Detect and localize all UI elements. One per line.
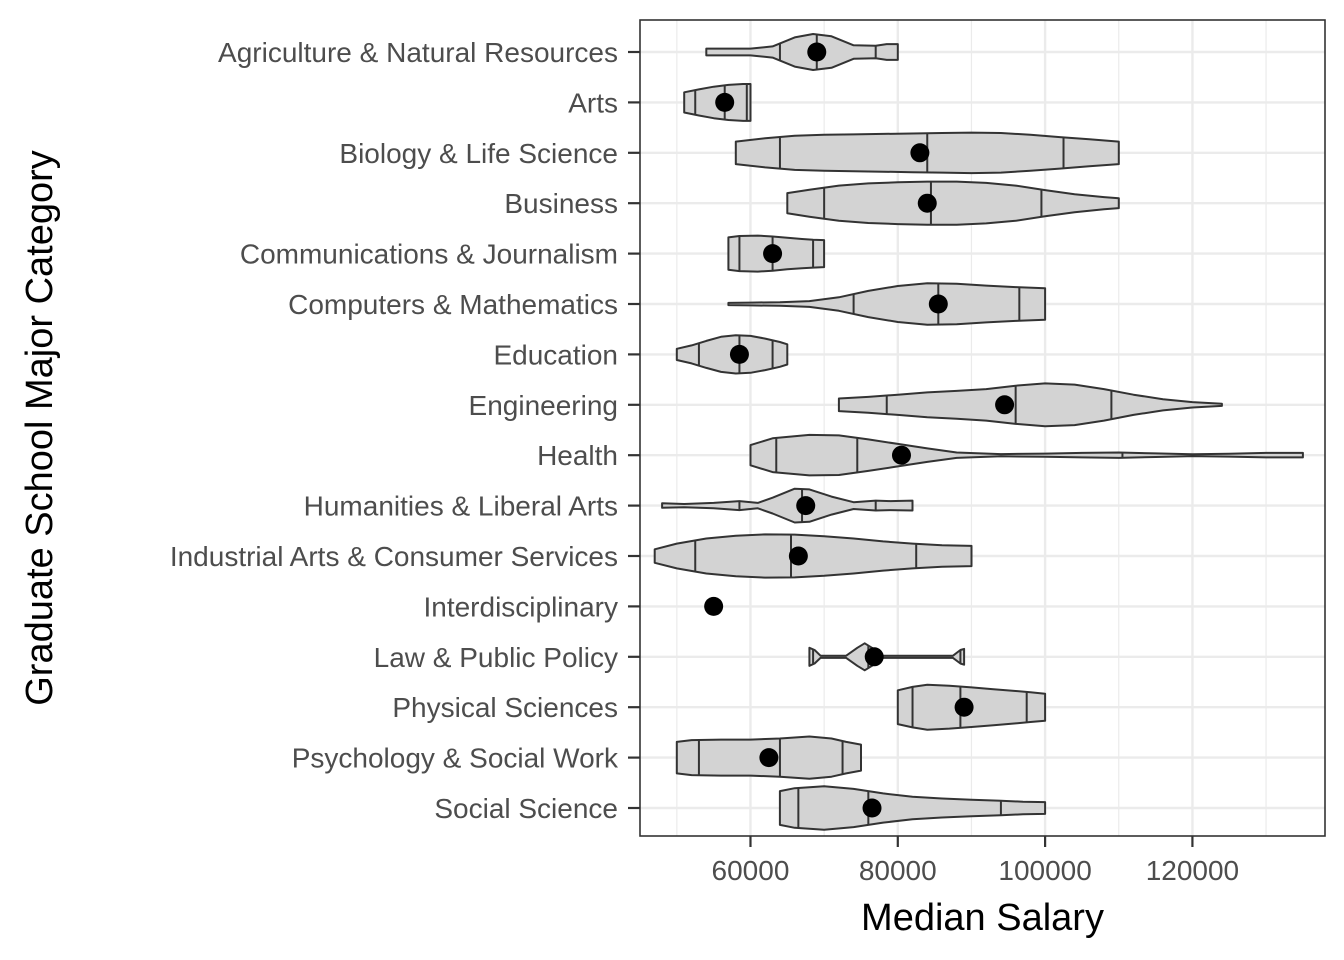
y-tick-label: Education <box>493 339 618 370</box>
mean-point <box>862 798 882 818</box>
panel-border <box>639 19 1326 837</box>
violin-communications-and-journalism <box>727 234 826 273</box>
mean-point <box>928 294 948 314</box>
violin-shape <box>749 433 1304 477</box>
violin-agriculture-and-natural-resources <box>705 33 899 71</box>
violin-computers-and-mathematics <box>727 282 1047 326</box>
x-tick-label: 100000 <box>998 855 1091 886</box>
y-tick-label: Health <box>537 440 618 471</box>
violin-arts <box>683 83 752 122</box>
y-tick-label: Physical Sciences <box>392 692 618 723</box>
x-tick-label: 80000 <box>859 855 937 886</box>
mean-point <box>864 647 884 667</box>
violins <box>653 33 1304 831</box>
violin-shape <box>786 180 1120 226</box>
y-tick-label: Business <box>504 188 618 219</box>
y-tick-label: Arts <box>568 87 618 118</box>
violin-interdisciplinary <box>704 596 724 616</box>
x-axis-title: Median Salary <box>861 897 1104 939</box>
y-tick-label: Psychology & Social Work <box>292 743 619 774</box>
violin-shape <box>808 642 966 672</box>
y-tick-label: Humanities & Liberal Arts <box>304 491 618 522</box>
mean-point <box>763 244 783 264</box>
mean-point <box>704 596 724 616</box>
x-tick-label: 60000 <box>712 855 790 886</box>
violin-shape <box>837 382 1223 428</box>
violin-industrial-arts-and-consumer-services <box>653 533 973 579</box>
mean-point <box>910 143 930 163</box>
violin-humanities-and-liberal-arts <box>661 487 914 524</box>
violin-health <box>749 433 1304 477</box>
violin-law-and-public-policy <box>808 642 966 672</box>
y-tick-label: Communications & Journalism <box>240 239 618 270</box>
y-tick-label: Biology & Life Science <box>339 138 618 169</box>
violin-shape <box>653 533 973 579</box>
violin-biology-and-life-science <box>734 131 1120 175</box>
y-tick-label: Agriculture & Natural Resources <box>218 37 618 68</box>
y-axis-title: Graduate School Major Category <box>19 150 61 706</box>
mean-point <box>788 546 808 566</box>
violin-physical-sciences <box>896 683 1047 731</box>
violin-shape <box>778 785 1047 831</box>
violin-social-science <box>778 785 1047 831</box>
y-axis: Social Science Psychology & Social Work Ph… <box>170 37 640 824</box>
mean-point <box>954 697 974 717</box>
x-axis: 60000 80000 100000 120000 <box>712 836 1239 886</box>
y-tick-label: Social Science <box>434 793 618 824</box>
mean-point <box>715 92 735 112</box>
violin-engineering <box>837 382 1223 428</box>
violin-shape <box>705 33 899 71</box>
mean-point <box>729 344 749 364</box>
y-tick-label: Industrial Arts & Consumer Services <box>170 541 618 572</box>
y-tick-label: Interdisciplinary <box>423 591 618 622</box>
mean-point <box>995 395 1015 415</box>
mean-point <box>807 42 827 62</box>
mean-point <box>917 193 937 213</box>
violin-education <box>675 334 789 375</box>
mean-point <box>759 748 779 768</box>
x-tick-label: 120000 <box>1146 855 1239 886</box>
mean-point <box>891 445 911 465</box>
violin-shape <box>727 282 1047 326</box>
violin-psychology-and-social-work <box>675 735 862 780</box>
y-tick-label: Engineering <box>469 390 618 421</box>
violin-shape <box>661 487 914 524</box>
mean-point <box>796 496 816 516</box>
violin-business <box>786 180 1120 226</box>
y-tick-label: Computers & Mathematics <box>288 289 618 320</box>
y-tick-label: Law & Public Policy <box>374 642 618 673</box>
